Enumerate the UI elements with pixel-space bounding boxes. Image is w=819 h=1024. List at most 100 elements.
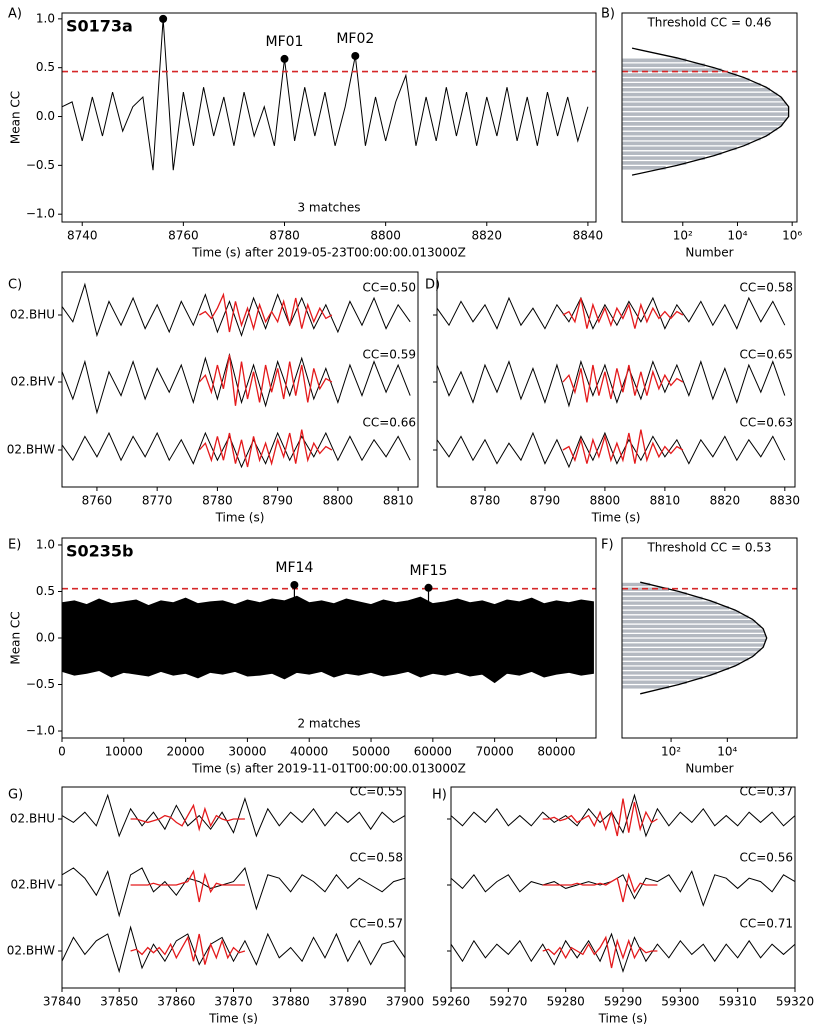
x-tick-label: 59300 bbox=[661, 995, 699, 1009]
match-marker bbox=[280, 54, 289, 63]
x-tick-label: 10² bbox=[661, 745, 681, 759]
x-tick-label: 10000 bbox=[105, 745, 143, 759]
x-tick-label: 8740 bbox=[67, 229, 98, 243]
plot-frame bbox=[61, 271, 419, 488]
x-tick-label: 37880 bbox=[272, 995, 310, 1009]
x-tick-label: 8790 bbox=[262, 494, 293, 508]
y-tick-label: 1.0 bbox=[36, 537, 55, 551]
hist-bar bbox=[622, 96, 785, 103]
hist-bar bbox=[622, 604, 731, 611]
plot-frame bbox=[436, 271, 796, 488]
hist-bar bbox=[622, 618, 757, 625]
x-axis-label: Time (s) bbox=[215, 511, 265, 525]
hist-bar bbox=[622, 71, 738, 79]
hist-bar bbox=[622, 111, 790, 118]
channel-label: 02.BHV bbox=[10, 878, 55, 892]
x-axis-label: Time (s) bbox=[591, 511, 641, 525]
hist-bar bbox=[622, 656, 750, 662]
x-tick-label: 59280 bbox=[547, 995, 585, 1009]
hist-title: Threshold CC = 0.53 bbox=[646, 541, 771, 555]
panel-label: B) bbox=[601, 7, 615, 22]
hist-bar bbox=[622, 76, 751, 83]
x-axis-label: Time (s) bbox=[208, 1012, 258, 1024]
x-tick-label: 8780 bbox=[269, 229, 300, 243]
template bbox=[198, 354, 333, 406]
match-marker bbox=[159, 14, 168, 23]
cc-envelope bbox=[62, 595, 594, 684]
x-tick-label: 59320 bbox=[776, 995, 814, 1009]
x-tick-label: 8800 bbox=[590, 494, 621, 508]
hist-bar bbox=[622, 57, 688, 64]
y-tick-label: −0.5 bbox=[26, 677, 55, 691]
match-marker bbox=[424, 583, 433, 592]
plot-frame bbox=[61, 786, 406, 989]
x-tick-label: 8800 bbox=[323, 494, 354, 508]
hist-bar bbox=[622, 646, 762, 653]
x-tick-label: 80000 bbox=[537, 745, 575, 759]
x-tick-label: 59290 bbox=[604, 995, 642, 1009]
x-tick-label: 8840 bbox=[573, 229, 604, 243]
panel-label: A) bbox=[8, 7, 22, 22]
x-tick-label: 37850 bbox=[100, 995, 138, 1009]
x-tick-label: 20000 bbox=[167, 745, 205, 759]
y-tick-label: 0.5 bbox=[36, 584, 55, 598]
template bbox=[130, 933, 246, 965]
hist-title: Threshold CC = 0.46 bbox=[646, 16, 771, 30]
hist-bar bbox=[622, 159, 688, 166]
panel-label: G) bbox=[8, 788, 23, 803]
x-tick-label: 8800 bbox=[370, 229, 401, 243]
cc-label: CC=0.58 bbox=[349, 851, 403, 865]
channel-label: 02.BHV bbox=[10, 375, 55, 389]
x-tick-label: 37840 bbox=[43, 995, 81, 1009]
x-tick-label: 8760 bbox=[82, 494, 113, 508]
x-tick-label: 59260 bbox=[432, 995, 470, 1009]
hist-bar bbox=[622, 120, 785, 127]
x-axis-label: Time (s) after 2019-11-01T00:00:00.01300… bbox=[191, 762, 466, 776]
seismogram bbox=[437, 296, 786, 330]
chart-title: S0173a bbox=[66, 17, 133, 36]
hist-bar bbox=[622, 600, 718, 607]
hist-bar bbox=[622, 642, 766, 648]
hist-bar bbox=[622, 623, 762, 630]
template bbox=[562, 429, 684, 464]
x-tick-label: 30000 bbox=[228, 745, 266, 759]
cc-trace bbox=[62, 18, 589, 171]
y-axis-label: Mean CC bbox=[9, 611, 23, 664]
hist-bar bbox=[622, 86, 772, 93]
match-marker bbox=[290, 580, 299, 589]
x-tick-label: 59310 bbox=[719, 995, 757, 1009]
panel-label: E) bbox=[8, 538, 21, 553]
match-label: MF01 bbox=[266, 34, 304, 50]
match-label: MF15 bbox=[410, 563, 448, 579]
hist-bar bbox=[622, 154, 707, 162]
panel-label: H) bbox=[432, 788, 447, 803]
hist-bar bbox=[622, 660, 741, 667]
x-axis-label: Number bbox=[685, 762, 733, 776]
template bbox=[542, 935, 658, 969]
seismogram bbox=[437, 359, 786, 408]
hist-bar bbox=[622, 632, 768, 639]
hist-bar bbox=[622, 609, 741, 616]
hist-bar bbox=[622, 651, 757, 658]
seismogram bbox=[451, 932, 795, 974]
x-tick-label: 8780 bbox=[470, 494, 501, 508]
hist-bar bbox=[622, 628, 766, 634]
cc-label: CC=0.65 bbox=[739, 348, 793, 362]
panel-label: C) bbox=[8, 278, 22, 293]
x-tick-label: 60000 bbox=[414, 745, 452, 759]
y-tick-label: 0.5 bbox=[36, 60, 55, 74]
y-tick-label: −1.0 bbox=[26, 724, 55, 738]
x-tick-label: 37900 bbox=[386, 995, 424, 1009]
match-label: MF14 bbox=[275, 560, 313, 576]
x-tick-label: 8830 bbox=[770, 494, 801, 508]
seismogram bbox=[62, 431, 411, 469]
template bbox=[198, 429, 333, 468]
x-tick-label: 10⁴ bbox=[717, 745, 737, 759]
y-tick-label: 0.0 bbox=[36, 631, 55, 645]
x-tick-label: 8820 bbox=[710, 494, 741, 508]
y-axis-label: Mean CC bbox=[9, 91, 23, 144]
x-tick-label: 8810 bbox=[650, 494, 681, 508]
x-tick-label: 37870 bbox=[214, 995, 252, 1009]
x-tick-label: 59270 bbox=[489, 995, 527, 1009]
